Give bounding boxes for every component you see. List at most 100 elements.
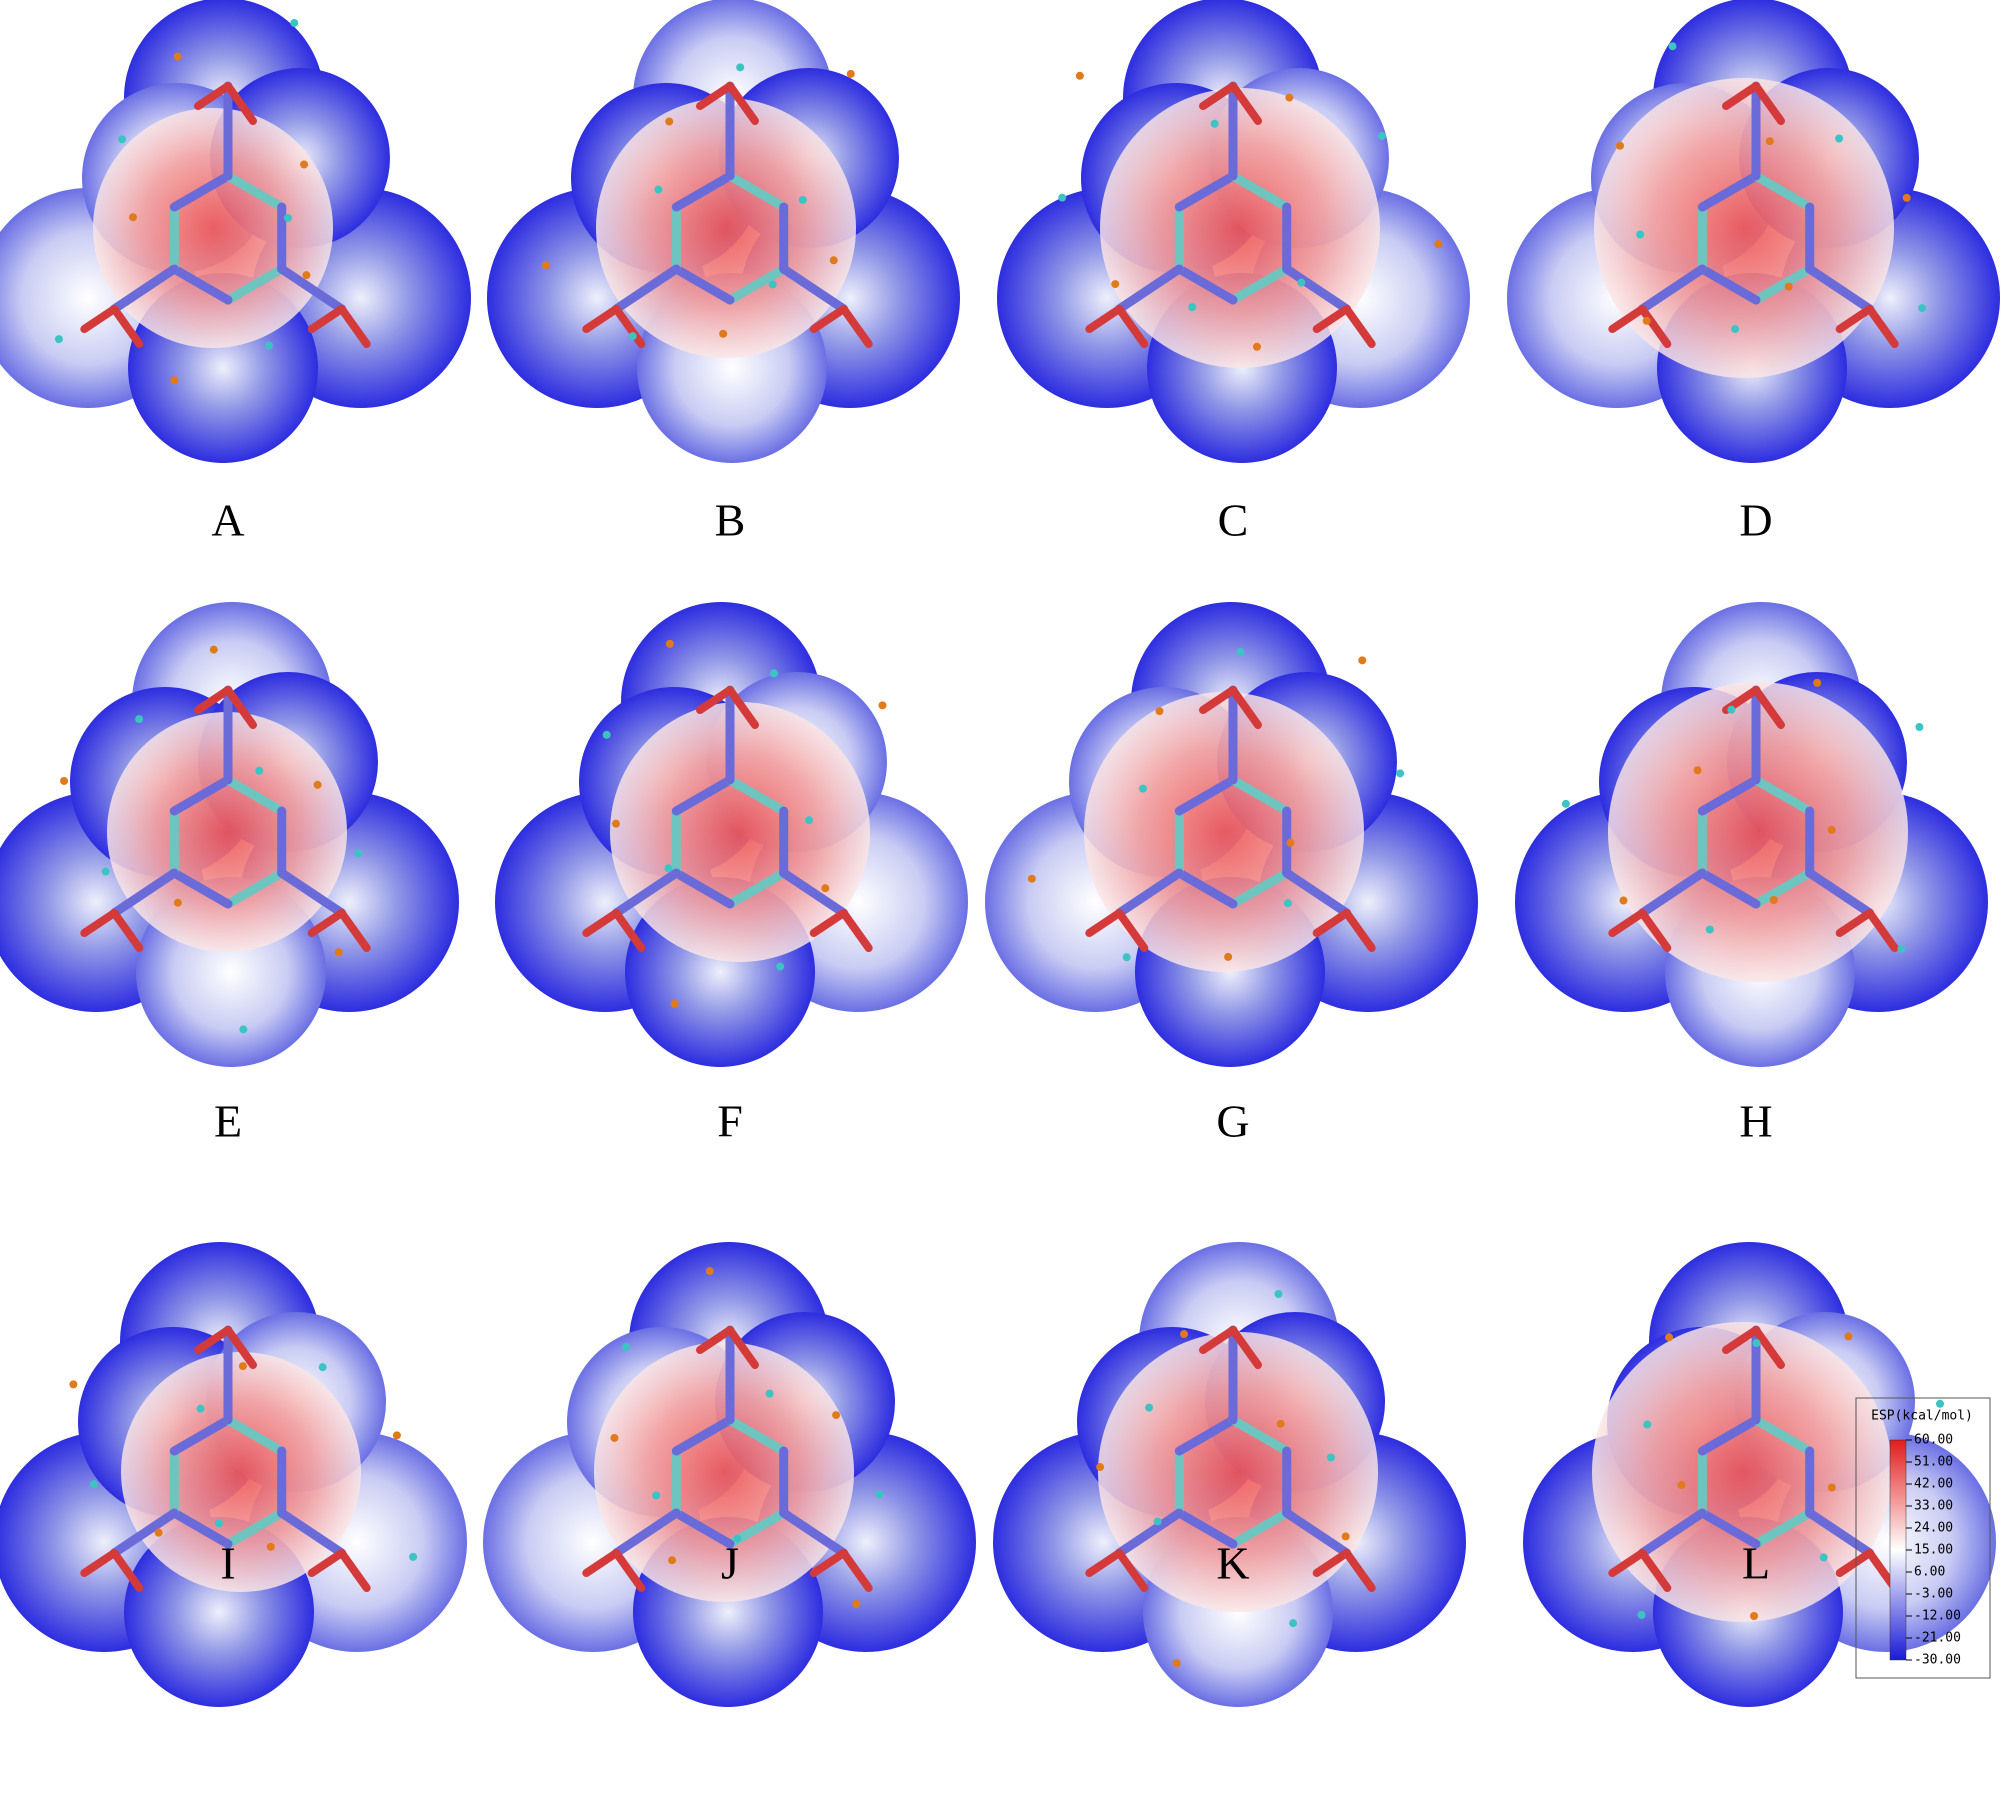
bond: [1722, 82, 1760, 110]
critical-point: [665, 639, 674, 648]
bond: [1751, 1508, 1815, 1549]
critical-point: [602, 730, 611, 739]
bond: [809, 305, 848, 333]
bond: [696, 1326, 734, 1354]
critical-point: [1897, 944, 1906, 953]
critical-point: [1358, 656, 1367, 665]
critical-point: [392, 1431, 401, 1440]
critical-point: [1731, 325, 1740, 334]
bond: [1697, 1508, 1761, 1549]
critical-point: [209, 645, 218, 654]
bond: [726, 1326, 759, 1369]
bond: [337, 305, 371, 348]
esp-surface: [985, 602, 1478, 1067]
critical-point: [1027, 874, 1036, 883]
critical-point: [628, 332, 637, 341]
bond: [169, 1415, 233, 1456]
critical-point: [173, 52, 182, 61]
bond: [1199, 1326, 1237, 1354]
critical-point: [769, 669, 778, 678]
positive-region: [596, 98, 856, 358]
bond: [611, 264, 681, 314]
colorbar-tick-label: -21.00: [1914, 1631, 1961, 1646]
bond: [696, 82, 734, 110]
critical-point: [1341, 1532, 1350, 1541]
bond: [223, 1508, 287, 1549]
critical-point: [1224, 952, 1233, 961]
bond: [1282, 1508, 1352, 1558]
bond: [109, 1508, 179, 1558]
esp-surface: [0, 1242, 467, 1707]
bond: [1751, 1415, 1815, 1456]
bond: [1805, 868, 1875, 918]
critical-point: [1172, 1659, 1181, 1668]
bond: [80, 1549, 119, 1577]
bond: [1752, 82, 1785, 125]
bond: [169, 868, 233, 909]
critical-point: [1902, 193, 1911, 202]
bond: [1114, 1508, 1184, 1558]
critical-point: [1827, 1483, 1836, 1492]
bond: [1228, 1508, 1292, 1549]
critical-point: [804, 816, 813, 825]
bond: [1608, 909, 1647, 937]
positive-region: [1592, 1322, 1892, 1622]
bond: [224, 686, 257, 729]
critical-point: [1138, 784, 1147, 793]
critical-point: [1276, 1419, 1285, 1428]
critical-point: [239, 1025, 248, 1034]
bond: [1342, 305, 1376, 348]
bond: [110, 305, 144, 348]
positive-region: [121, 1352, 361, 1592]
critical-point: [610, 1433, 619, 1442]
bond: [307, 305, 346, 333]
bond: [582, 1549, 621, 1577]
critical-point: [173, 898, 182, 907]
critical-point: [664, 864, 673, 873]
bond: [1228, 775, 1292, 816]
critical-point: [875, 1490, 884, 1499]
bond: [109, 868, 179, 918]
critical-point: [1668, 42, 1677, 51]
bond: [809, 1549, 848, 1577]
bond: [1115, 1549, 1149, 1592]
critical-point: [1835, 134, 1844, 143]
colorbar-title: ESP(kcal/mol): [1871, 1409, 1973, 1424]
critical-point: [1180, 1330, 1189, 1339]
esp-surface: [495, 602, 968, 1067]
critical-point: [300, 160, 309, 169]
bond: [277, 868, 347, 918]
bond: [671, 1508, 735, 1549]
colorbar-tick-label: 24.00: [1914, 1521, 1953, 1536]
bond: [1115, 305, 1149, 348]
bond: [671, 264, 735, 305]
critical-point: [264, 341, 273, 350]
bond: [1085, 1549, 1124, 1577]
colorbar-tick-label: -3.00: [1914, 1587, 1953, 1602]
panel-label: D: [1739, 495, 1772, 546]
critical-point: [1819, 1553, 1828, 1562]
critical-point: [665, 117, 674, 126]
bond: [671, 775, 735, 816]
critical-point: [1637, 1610, 1646, 1619]
colorbar-gradient: [1889, 1439, 1907, 1661]
bond: [1751, 868, 1815, 909]
critical-point: [266, 1542, 275, 1551]
bond: [725, 171, 789, 212]
bond: [337, 909, 371, 952]
critical-point: [1616, 141, 1625, 150]
positive-region: [93, 108, 333, 348]
bond: [1637, 868, 1707, 918]
positive-region: [107, 712, 347, 952]
positive-region: [1100, 88, 1380, 368]
bond: [612, 909, 646, 952]
critical-point: [313, 780, 322, 789]
bond: [1697, 171, 1761, 212]
critical-point: [334, 948, 343, 957]
bond: [671, 1415, 735, 1456]
critical-point: [1561, 799, 1570, 808]
critical-point: [409, 1552, 418, 1561]
bond: [194, 1326, 232, 1354]
critical-point: [1693, 766, 1702, 775]
critical-point: [821, 884, 830, 893]
